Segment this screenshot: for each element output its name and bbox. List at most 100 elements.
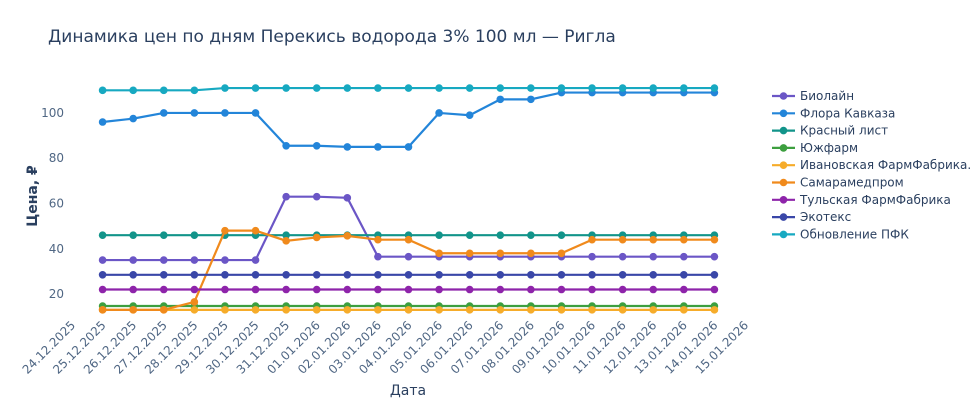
data-point[interactable] xyxy=(496,306,505,314)
data-point[interactable] xyxy=(312,192,321,201)
data-point[interactable] xyxy=(465,111,474,120)
data-point[interactable] xyxy=(374,252,382,261)
data-point[interactable] xyxy=(710,235,719,244)
data-point[interactable] xyxy=(465,249,474,258)
data-point[interactable] xyxy=(190,270,199,279)
data-point[interactable] xyxy=(557,270,566,279)
data-point[interactable] xyxy=(282,231,290,239)
data-point[interactable] xyxy=(496,84,505,92)
data-point[interactable] xyxy=(221,109,229,117)
data-point[interactable] xyxy=(465,270,474,279)
data-point[interactable] xyxy=(251,285,260,294)
data-point[interactable] xyxy=(710,84,719,92)
data-point[interactable] xyxy=(588,235,596,244)
data-point[interactable] xyxy=(649,285,658,294)
data-point[interactable] xyxy=(312,270,321,279)
data-point[interactable] xyxy=(404,306,413,314)
data-point[interactable] xyxy=(557,249,566,258)
data-point[interactable] xyxy=(680,252,688,261)
data-point[interactable] xyxy=(312,306,321,314)
data-point[interactable] xyxy=(129,306,137,314)
data-point[interactable] xyxy=(496,95,505,104)
data-point[interactable] xyxy=(159,256,168,264)
data-point[interactable] xyxy=(435,306,443,314)
data-point[interactable] xyxy=(618,84,627,92)
legend-item[interactable]: Биолайн xyxy=(772,89,854,103)
data-point[interactable] xyxy=(649,235,658,244)
data-point[interactable] xyxy=(374,143,382,151)
data-point[interactable] xyxy=(618,306,627,314)
data-point[interactable] xyxy=(588,252,596,261)
data-point[interactable] xyxy=(435,285,443,294)
data-point[interactable] xyxy=(159,86,168,95)
data-point[interactable] xyxy=(588,285,596,294)
data-point[interactable] xyxy=(190,109,199,117)
data-point[interactable] xyxy=(435,270,443,279)
data-point[interactable] xyxy=(282,141,290,150)
data-point[interactable] xyxy=(159,270,168,279)
data-point[interactable] xyxy=(343,306,352,314)
data-point[interactable] xyxy=(404,235,413,244)
data-point[interactable] xyxy=(527,84,535,92)
data-point[interactable] xyxy=(404,143,413,151)
data-point[interactable] xyxy=(312,141,321,150)
data-point[interactable] xyxy=(282,306,290,314)
data-point[interactable] xyxy=(190,285,199,294)
data-point[interactable] xyxy=(251,256,260,264)
data-point[interactable] xyxy=(404,285,413,294)
data-point[interactable] xyxy=(588,270,596,279)
data-point[interactable] xyxy=(496,231,505,239)
data-point[interactable] xyxy=(465,84,474,92)
data-point[interactable] xyxy=(312,285,321,294)
data-point[interactable] xyxy=(527,270,535,279)
data-point[interactable] xyxy=(527,285,535,294)
data-point[interactable] xyxy=(129,114,137,123)
data-point[interactable] xyxy=(98,270,107,279)
data-point[interactable] xyxy=(343,84,352,92)
data-point[interactable] xyxy=(680,285,688,294)
data-point[interactable] xyxy=(312,84,321,92)
data-point[interactable] xyxy=(404,270,413,279)
data-point[interactable] xyxy=(251,270,260,279)
data-point[interactable] xyxy=(190,298,199,306)
data-point[interactable] xyxy=(527,249,535,258)
data-point[interactable] xyxy=(98,231,107,239)
data-point[interactable] xyxy=(527,95,535,104)
data-point[interactable] xyxy=(282,270,290,279)
data-point[interactable] xyxy=(649,252,658,261)
data-point[interactable] xyxy=(190,231,199,239)
data-point[interactable] xyxy=(159,231,168,239)
data-point[interactable] xyxy=(618,270,627,279)
data-point[interactable] xyxy=(221,256,229,264)
legend-item[interactable]: Самарамедпром xyxy=(772,176,904,190)
data-point[interactable] xyxy=(129,285,137,294)
legend-item[interactable]: Экотекс xyxy=(772,210,851,224)
data-point[interactable] xyxy=(557,306,566,314)
data-point[interactable] xyxy=(312,233,321,242)
data-point[interactable] xyxy=(374,84,382,92)
data-point[interactable] xyxy=(343,143,352,151)
data-point[interactable] xyxy=(282,192,290,201)
data-point[interactable] xyxy=(129,256,137,264)
legend-item[interactable]: Красный лист xyxy=(772,124,888,138)
data-point[interactable] xyxy=(557,84,566,92)
data-point[interactable] xyxy=(496,285,505,294)
data-point[interactable] xyxy=(404,84,413,92)
data-point[interactable] xyxy=(618,235,627,244)
data-point[interactable] xyxy=(221,226,229,235)
data-point[interactable] xyxy=(129,231,137,239)
data-point[interactable] xyxy=(190,306,199,314)
data-point[interactable] xyxy=(221,270,229,279)
legend-item[interactable]: Обновление ПФК xyxy=(772,227,909,241)
data-point[interactable] xyxy=(649,84,658,92)
data-point[interactable] xyxy=(465,306,474,314)
data-point[interactable] xyxy=(374,306,382,314)
data-point[interactable] xyxy=(557,231,566,239)
data-point[interactable] xyxy=(251,84,260,92)
data-point[interactable] xyxy=(343,194,352,202)
data-point[interactable] xyxy=(649,306,658,314)
data-point[interactable] xyxy=(374,270,382,279)
data-point[interactable] xyxy=(98,285,107,294)
data-point[interactable] xyxy=(159,285,168,294)
data-point[interactable] xyxy=(404,252,413,261)
